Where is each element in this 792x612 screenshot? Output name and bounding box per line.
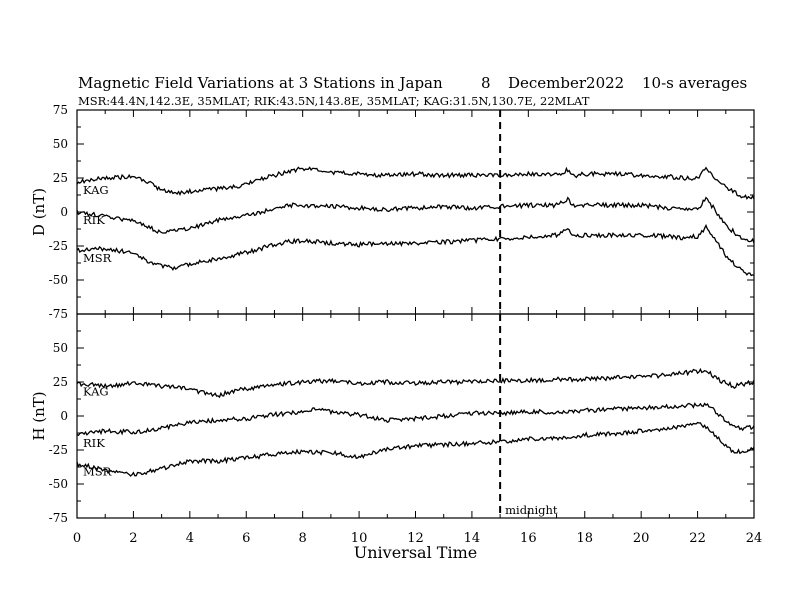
chart-date-day: 8 xyxy=(481,74,491,92)
y-tick-label: 25 xyxy=(53,171,68,185)
y-tick-label: 50 xyxy=(53,137,68,151)
y-tick-label: -50 xyxy=(49,273,68,287)
panel-frame xyxy=(76,109,755,315)
series-line-rik xyxy=(76,402,755,437)
x-tick-label: 6 xyxy=(242,531,250,546)
y-tick-label: 75 xyxy=(53,103,68,117)
x-tick-label: 12 xyxy=(407,531,424,546)
midnight-label: midnight xyxy=(505,503,558,517)
y-tick-label: 50 xyxy=(53,341,68,355)
y-tick-label: -50 xyxy=(49,477,68,491)
series-label-rik: RIK xyxy=(83,436,105,450)
x-tick-label: 8 xyxy=(299,531,307,546)
x-tick-label: 2 xyxy=(129,531,137,546)
series-line-msr xyxy=(76,421,755,477)
series-label-rik: RIK xyxy=(83,213,105,227)
series-line-kag xyxy=(76,166,755,200)
series-label-msr: MSR xyxy=(83,465,112,479)
series-line-kag xyxy=(76,367,755,399)
y-tick-label: 25 xyxy=(53,375,68,389)
chart-averaging-note: 10-s averages xyxy=(642,74,748,92)
series-label-msr: MSR xyxy=(83,251,112,265)
x-tick-label: 24 xyxy=(746,531,763,546)
series-line-msr xyxy=(76,223,755,277)
x-tick-label: 16 xyxy=(520,531,537,546)
chart-date-month-year: December2022 xyxy=(508,74,625,92)
y-tick-label: -25 xyxy=(49,239,68,253)
chart-title: Magnetic Field Variations at 3 Stations … xyxy=(78,74,443,92)
y-axis-label: H (nT) xyxy=(30,391,48,440)
y-tick-label: 0 xyxy=(60,205,68,219)
x-tick-label: 14 xyxy=(464,531,481,546)
x-tick-label: 0 xyxy=(73,531,81,546)
y-tick-label: -25 xyxy=(49,443,68,457)
y-tick-label: -75 xyxy=(49,511,68,525)
x-tick-label: 4 xyxy=(186,531,194,546)
station-coordinates-line: MSR:44.4N,142.3E, 35MLAT; RIK:43.5N,143.… xyxy=(78,94,590,108)
y-tick-label: -75 xyxy=(49,307,68,321)
x-tick-label: 10 xyxy=(351,531,368,546)
series-label-kag: KAG xyxy=(83,183,109,197)
panel-frame xyxy=(76,313,755,519)
x-tick-label: 20 xyxy=(633,531,650,546)
chart-header: Magnetic Field Variations at 3 Stations … xyxy=(0,0,792,110)
series-label-kag: KAG xyxy=(83,384,109,398)
y-axis-label: D (nT) xyxy=(30,188,48,236)
x-axis-label: Universal Time xyxy=(354,543,477,562)
series-line-rik xyxy=(76,196,755,244)
y-tick-label: 0 xyxy=(60,409,68,423)
x-tick-label: 18 xyxy=(576,531,593,546)
x-tick-label: 22 xyxy=(689,531,706,546)
